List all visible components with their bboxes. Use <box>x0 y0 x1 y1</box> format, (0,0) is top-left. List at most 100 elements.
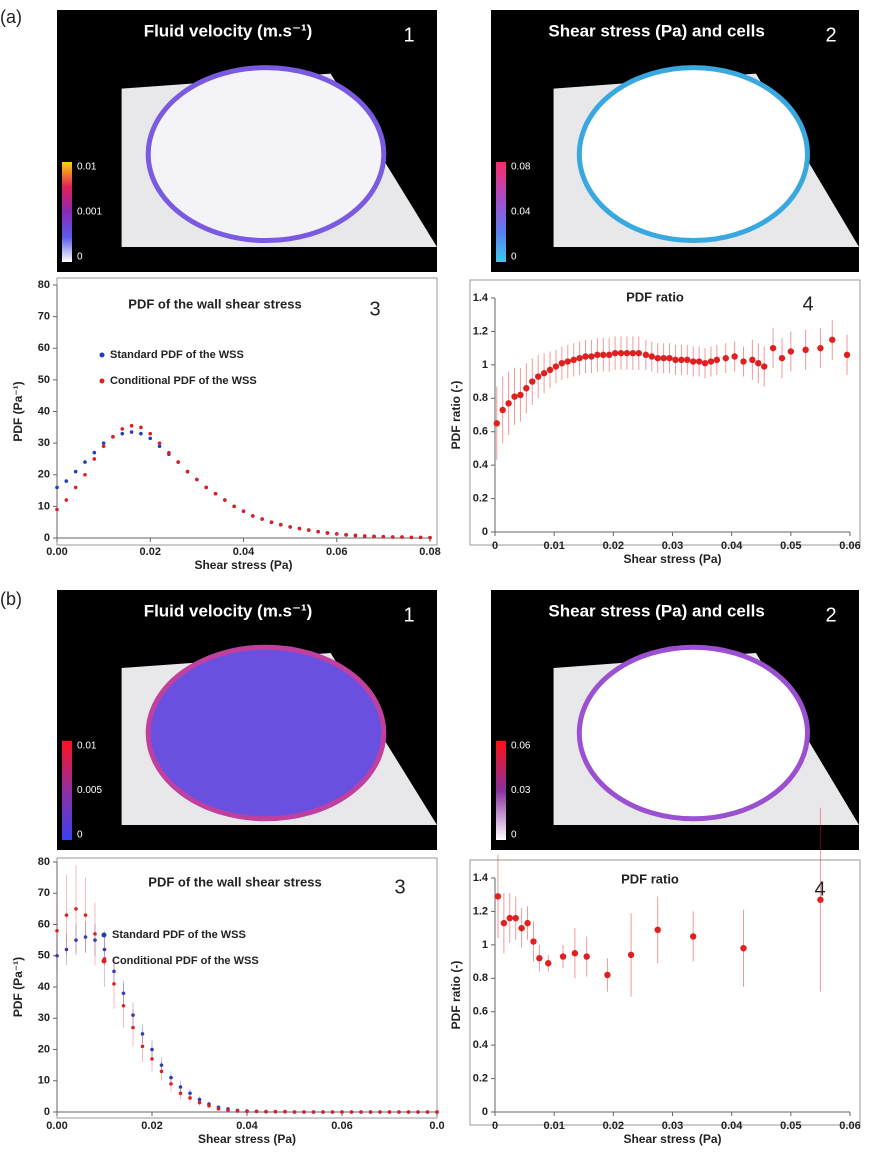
y-tick-label: 0.6 <box>473 426 488 438</box>
data-point <box>264 1109 268 1114</box>
data-point <box>188 1091 192 1096</box>
colorbar-tick-label: 0.04 <box>511 207 531 218</box>
legend-label: Conditional PDF of the WSS <box>112 955 259 967</box>
data-point <box>101 444 106 449</box>
y-tick-label: 0 <box>482 1106 488 1118</box>
data-point <box>362 534 367 538</box>
data-point <box>93 932 97 936</box>
data-point <box>74 907 78 911</box>
x-tick-label: 0.06 <box>326 546 347 558</box>
data-point <box>627 951 635 959</box>
y-axis-label: PDF ratio (-) <box>449 961 463 1030</box>
legend-marker <box>99 378 105 384</box>
data-point <box>55 507 59 512</box>
data-point <box>269 520 274 524</box>
data-point <box>678 356 685 364</box>
render-domain <box>145 65 387 244</box>
data-point <box>251 514 255 518</box>
render-number: 2 <box>825 604 836 626</box>
data-point <box>64 498 69 502</box>
data-point <box>101 441 106 445</box>
data-point <box>843 351 851 359</box>
chart-title: PDF ratio <box>621 871 679 886</box>
colorbar-tick-label: 0.06 <box>511 740 531 751</box>
data-point <box>148 436 153 441</box>
data-point <box>306 528 311 532</box>
y-tick-label: 0.6 <box>473 1006 488 1018</box>
legend-marker <box>101 958 107 964</box>
colorbar <box>496 740 506 840</box>
colorbar-tick-label: 0 <box>511 252 517 263</box>
data-point <box>150 1047 154 1052</box>
y-tick-label: 1 <box>482 939 488 951</box>
chart-title: PDF ratio <box>626 289 684 304</box>
data-point <box>92 457 97 461</box>
data-point <box>223 498 227 502</box>
data-point <box>321 1110 325 1114</box>
data-point <box>73 485 78 490</box>
data-point <box>288 525 292 529</box>
data-point <box>802 346 809 354</box>
x-tick-label: 0.06 <box>331 1120 352 1132</box>
data-point <box>64 947 69 952</box>
colorbar <box>62 740 72 840</box>
x-tick-label: 0.00 <box>46 546 67 558</box>
data-point <box>131 1025 135 1030</box>
data-point <box>129 430 134 434</box>
data-point <box>505 400 512 407</box>
data-point <box>499 406 506 414</box>
y-tick-label: 60 <box>38 342 50 354</box>
render-title: Fluid velocity (m.s⁻¹) <box>144 601 313 620</box>
data-point <box>778 354 786 362</box>
render-domain <box>576 644 810 822</box>
data-point <box>493 420 500 427</box>
data-point <box>159 1063 164 1067</box>
data-point <box>204 485 208 490</box>
x-tick-label: 0.04 <box>721 1120 743 1132</box>
data-point <box>83 472 87 477</box>
data-point <box>552 363 560 370</box>
data-point <box>344 533 348 537</box>
colorbar-tick-label: 0.01 <box>77 162 97 173</box>
data-point <box>494 893 502 900</box>
data-point <box>226 1108 230 1112</box>
data-point <box>316 529 320 534</box>
x-tick-label: 0.04 <box>721 540 743 552</box>
data-point <box>197 1097 202 1102</box>
data-point <box>435 1110 439 1114</box>
x-tick-label: 0 <box>492 540 498 552</box>
data-point <box>148 431 153 436</box>
chart-frame <box>469 279 861 546</box>
data-point <box>425 1110 430 1114</box>
x-tick-label: 0.02 <box>141 1120 162 1132</box>
data-point <box>283 1109 287 1114</box>
x-tick-label: 0 <box>492 1120 498 1132</box>
y-tick-label: 0 <box>44 1106 50 1118</box>
x-tick-label: 0.05 <box>780 1120 801 1132</box>
data-point <box>740 358 747 365</box>
data-point <box>564 358 571 365</box>
data-point <box>534 373 542 380</box>
data-point <box>511 393 518 400</box>
data-point <box>635 349 642 357</box>
x-tick-label: 0.06 <box>839 540 860 552</box>
x-tick-label: 0.00 <box>46 1120 67 1132</box>
data-point <box>695 358 703 365</box>
data-point <box>330 1110 335 1114</box>
colorbar-tick-label: 0.08 <box>511 162 531 173</box>
data-point <box>654 926 661 934</box>
data-point <box>570 356 577 364</box>
data-point <box>540 370 548 377</box>
colorbar-tick-label: 0.005 <box>77 785 102 796</box>
legend-label: Standard PDF of the WSS <box>110 349 244 361</box>
x-tick-label: 0.05 <box>780 540 801 552</box>
data-point <box>713 356 721 364</box>
render-title: Fluid velocity (m.s⁻¹) <box>144 21 313 40</box>
chart-annotation: 4 <box>814 878 825 900</box>
y-tick-label: 40 <box>38 405 50 417</box>
y-tick-label: 1.4 <box>473 872 489 884</box>
data-point <box>349 1110 354 1114</box>
x-axis-label: Shear stress (Pa) <box>623 1132 721 1146</box>
data-point <box>93 938 97 942</box>
x-tick-label: 0.02 <box>603 1120 624 1132</box>
